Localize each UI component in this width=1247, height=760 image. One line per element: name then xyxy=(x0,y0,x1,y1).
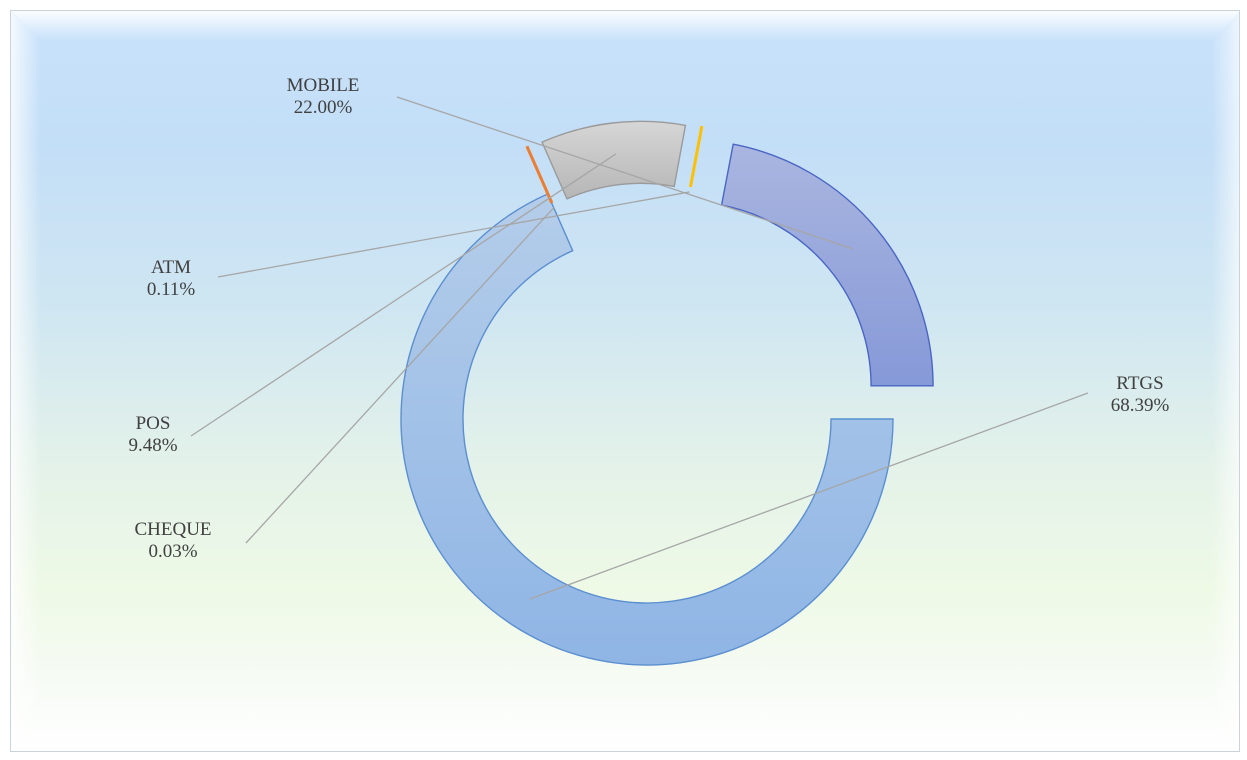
slice-mobile[interactable] xyxy=(720,143,934,387)
leader-line-rtgs xyxy=(529,392,1089,600)
slice-pos[interactable] xyxy=(541,120,687,200)
label-value-mobile: 22.00% xyxy=(294,97,353,118)
leader-line-pos xyxy=(190,153,617,437)
leader-lines xyxy=(190,96,1089,600)
leader-line-atm xyxy=(217,191,690,278)
label-value-rtgs: 68.39% xyxy=(1111,395,1170,416)
data-label-cheque: CHEQUE 0.03% xyxy=(134,519,211,562)
label-category-mobile: MOBILE xyxy=(287,75,360,96)
doughnut-chart: RTGS 68.39% CHEQUE 0.03% POS 9.48% ATM 0.11% MOB… xyxy=(128,75,1169,666)
data-labels: RTGS 68.39% CHEQUE 0.03% POS 9.48% ATM 0.11% MOB… xyxy=(128,75,1169,562)
label-value-atm: 0.11% xyxy=(147,279,196,300)
label-category-atm: ATM xyxy=(151,257,191,278)
leader-line-mobile xyxy=(396,96,853,250)
slice-cheque[interactable] xyxy=(525,145,554,204)
data-label-mobile: MOBILE 22.00% xyxy=(287,75,360,118)
data-label-atm: ATM 0.11% xyxy=(147,257,196,300)
leader-line-cheque xyxy=(245,207,555,544)
label-category-pos: POS xyxy=(136,413,171,434)
label-value-cheque: 0.03% xyxy=(148,541,197,562)
label-category-cheque: CHEQUE xyxy=(134,519,211,540)
label-value-pos: 9.48% xyxy=(128,435,177,456)
data-label-rtgs: RTGS 68.39% xyxy=(1111,373,1170,416)
chart-area: RTGS 68.39% CHEQUE 0.03% POS 9.48% ATM 0.11% MOB… xyxy=(10,10,1240,752)
label-category-rtgs: RTGS xyxy=(1116,373,1163,394)
data-label-pos: POS 9.48% xyxy=(128,413,177,456)
doughnut-slices xyxy=(400,120,934,666)
slice-rtgs[interactable] xyxy=(400,193,894,666)
slice-atm[interactable] xyxy=(688,125,704,188)
